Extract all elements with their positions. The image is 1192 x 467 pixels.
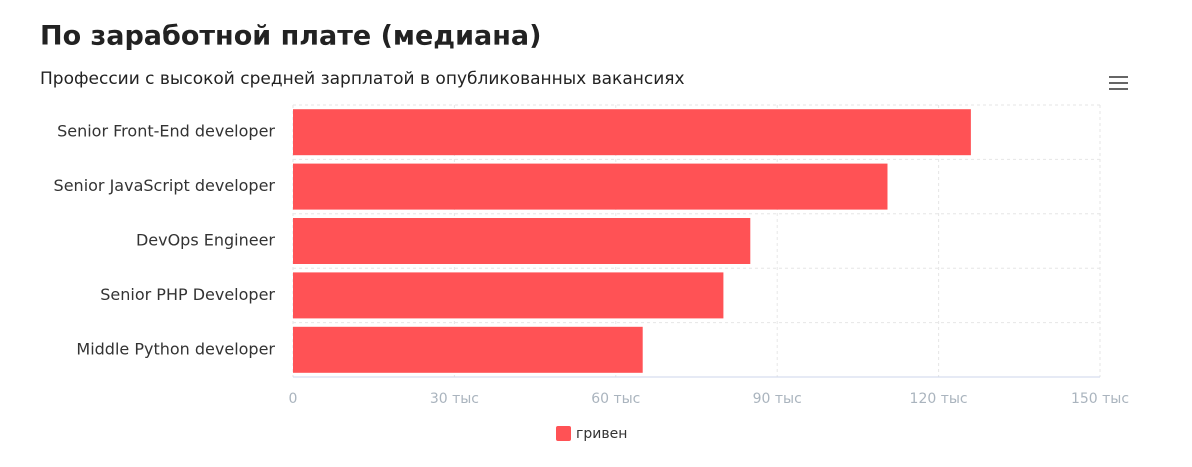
x-tick-label: 150 тыс [1071,391,1129,407]
x-tick-label: 90 тыс [753,391,802,407]
legend-label: гривен [576,426,627,442]
menu-button[interactable] [1104,70,1134,96]
bar [293,109,971,156]
y-tick-label: DevOps Engineer [136,231,275,250]
x-tick-label: 120 тыс [910,391,968,407]
x-tick-label: 0 [289,391,298,407]
chart-title: По заработной плате (медиана) [40,21,541,52]
legend-swatch [556,426,571,441]
x-tick-label: 60 тыс [591,391,640,407]
y-tick-label: Senior Front-End developer [57,122,275,141]
y-tick-label: Senior JavaScript developer [54,176,276,195]
y-tick-label: Middle Python developer [76,339,275,358]
bar [293,163,888,210]
y-tick-label: Senior PHP Developer [100,285,275,304]
bar [293,272,724,319]
chart-subtitle: Профессии с высокой средней зарплатой в … [40,69,685,89]
x-tick-label: 30 тыс [430,391,479,407]
bar [293,218,751,264]
bar [293,326,643,373]
